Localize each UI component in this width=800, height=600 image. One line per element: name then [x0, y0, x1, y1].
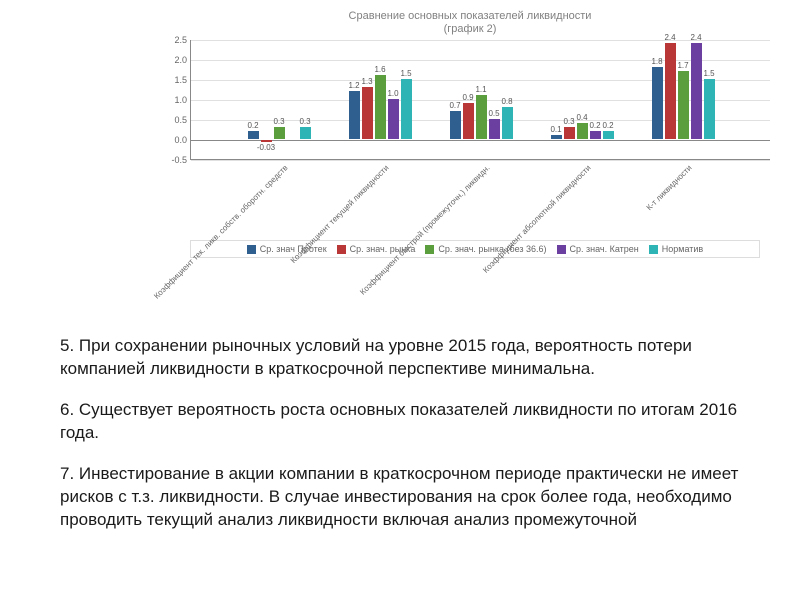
bar-value-label: 0.8: [501, 97, 512, 106]
y-tick-label: 2.0: [174, 55, 191, 65]
bar-value-label: 1.0: [387, 89, 398, 98]
bar-value-label: 1.1: [475, 85, 486, 94]
bar: -0.03: [261, 140, 272, 141]
bar-value-label: 1.6: [374, 65, 385, 74]
legend-swatch: [247, 245, 256, 254]
bar-value-label: 1.7: [677, 61, 688, 70]
y-tick-label: -0.5: [171, 155, 191, 165]
bar: 1.0: [388, 99, 399, 139]
y-tick-label: 0.5: [174, 115, 191, 125]
bar-value-label: 0.2: [602, 121, 613, 130]
bar-value-label: 0.3: [563, 117, 574, 126]
liquidity-chart: Сравнение основных показателей ликвиднос…: [160, 10, 780, 310]
chart-title-line1: Сравнение основных показателей ликвиднос…: [349, 10, 592, 22]
bar: 0.8: [502, 107, 513, 139]
bar: 1.7: [678, 71, 689, 139]
legend-swatch: [337, 245, 346, 254]
bar: 1.3: [362, 87, 373, 139]
bar-value-label: 0.4: [576, 113, 587, 122]
bar-value-label: 1.3: [361, 77, 372, 86]
bar: 1.5: [401, 79, 412, 139]
bar-value-label: 0.3: [273, 117, 284, 126]
bar: 0.3: [274, 127, 285, 139]
bar: 0.5: [489, 119, 500, 139]
bar: 0.3: [564, 127, 575, 139]
bar-value-label: 1.5: [703, 69, 714, 78]
bar-value-label: 1.8: [651, 57, 662, 66]
paragraph-6: 6. Существует вероятность роста основных…: [60, 399, 740, 445]
bar-value-label: 0.2: [589, 121, 600, 130]
paragraph-5: 5. При сохранении рыночных условий на ур…: [60, 335, 740, 381]
y-tick-label: 0.0: [174, 135, 191, 145]
bar-value-label: 0.1: [550, 125, 561, 134]
bar: 1.5: [704, 79, 715, 139]
y-tick-label: 1.5: [174, 75, 191, 85]
bar-value-label: 1.2: [348, 81, 359, 90]
chart-title-line2: (график 2): [444, 23, 497, 35]
bar: 0.4: [577, 123, 588, 139]
bar-value-label: 0.9: [462, 93, 473, 102]
bar: 0.2: [248, 131, 259, 139]
chart-plot-area: -0.50.00.51.01.52.02.50.2-0.030.30.3Коэф…: [190, 40, 770, 160]
bar: 1.6: [375, 75, 386, 139]
bar: 0.2: [603, 131, 614, 139]
bar: 0.2: [590, 131, 601, 139]
bar: 1.8: [652, 67, 663, 139]
legend-label: Норматив: [662, 244, 703, 254]
bar-value-label: 0.2: [247, 121, 258, 130]
bar-value-label: 2.4: [664, 33, 675, 42]
bar-value-label: -0.03: [257, 143, 275, 152]
legend-swatch: [425, 245, 434, 254]
analysis-text: 5. При сохранении рыночных условий на ур…: [60, 335, 740, 550]
bar: 0.7: [450, 111, 461, 139]
bar: 1.1: [476, 95, 487, 139]
legend-item: Норматив: [649, 244, 703, 254]
gridline: [191, 40, 770, 41]
paragraph-7: 7. Инвестирование в акции компании в кра…: [60, 463, 740, 532]
bar-value-label: 2.4: [690, 33, 701, 42]
bar-value-label: 0.7: [449, 101, 460, 110]
bar-value-label: 1.5: [400, 69, 411, 78]
bar-value-label: 0.3: [299, 117, 310, 126]
bar: 1.2: [349, 91, 360, 139]
chart-legend: Ср. знач ПротекСр. знач. рынкаСр. знач. …: [190, 240, 760, 258]
bar: 0.1: [551, 135, 562, 139]
bar: 2.4: [691, 43, 702, 139]
y-tick-label: 1.0: [174, 95, 191, 105]
bar-value-label: 0.5: [488, 109, 499, 118]
bar: 0.3: [300, 127, 311, 139]
legend-item: Ср. знач. рынка (без 36.6): [425, 244, 546, 254]
bar: 0.9: [463, 103, 474, 139]
bar: 2.4: [665, 43, 676, 139]
y-tick-label: 2.5: [174, 35, 191, 45]
zero-line: [191, 140, 770, 141]
chart-title: Сравнение основных показателей ликвиднос…: [160, 10, 780, 36]
legend-swatch: [557, 245, 566, 254]
legend-swatch: [649, 245, 658, 254]
